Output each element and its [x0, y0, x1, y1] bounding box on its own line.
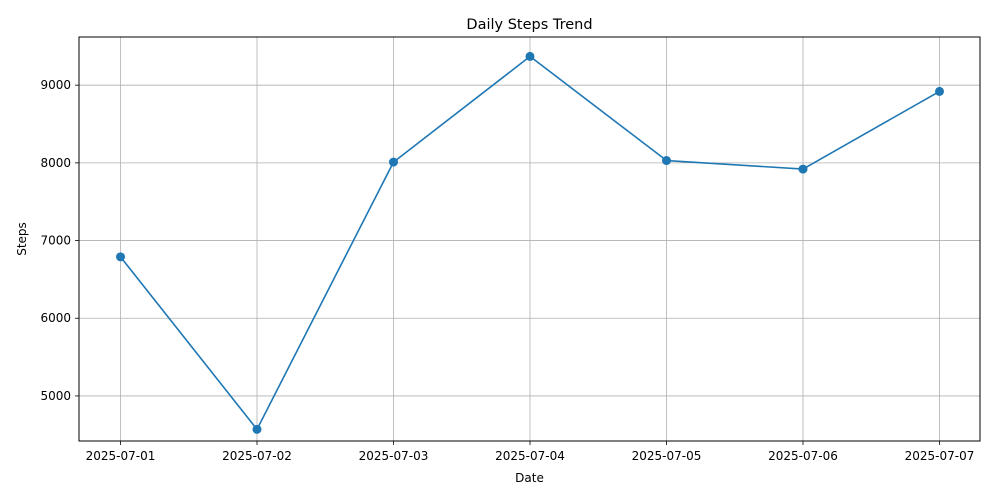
y-axis-label: Steps: [15, 222, 29, 256]
data-point: [116, 252, 125, 262]
x-tick-label: 2025-07-05: [632, 449, 702, 463]
x-tick-label: 2025-07-07: [905, 449, 975, 463]
x-tick-label: 2025-07-04: [495, 449, 565, 463]
tick-layer: 2025-07-01 2025-07-02 2025-07-03 2025-07-04…: [40, 78, 974, 463]
data-point: [252, 424, 262, 434]
data-point: [389, 157, 398, 167]
x-tick-label: 2025-07-02: [222, 449, 292, 463]
series-layer: [116, 51, 944, 434]
y-tick-label: 9000: [40, 78, 71, 92]
y-tick-label: 6000: [40, 311, 71, 325]
grid-layer: [79, 37, 980, 441]
data-point: [525, 51, 535, 61]
x-tick-label: 2025-07-03: [359, 449, 429, 463]
data-point: [935, 86, 944, 96]
plot-frame: [78, 36, 981, 442]
y-tick-label: 7000: [40, 234, 71, 248]
x-axis-label: Date: [515, 471, 544, 485]
y-tick-label: 5000: [40, 389, 71, 403]
x-tick-label: 2025-07-01: [86, 449, 156, 463]
data-point: [798, 164, 808, 174]
y-tick-label: 8000: [40, 156, 71, 170]
data-point: [662, 156, 671, 166]
chart-title: Daily Steps Trend: [466, 17, 592, 33]
plot-background: [79, 37, 980, 441]
x-tick-label: 2025-07-06: [768, 449, 838, 463]
